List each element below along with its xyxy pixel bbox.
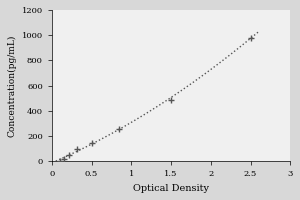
Y-axis label: Concentration(pg/mL): Concentration(pg/mL) bbox=[7, 35, 16, 137]
X-axis label: Optical Density: Optical Density bbox=[133, 184, 209, 193]
